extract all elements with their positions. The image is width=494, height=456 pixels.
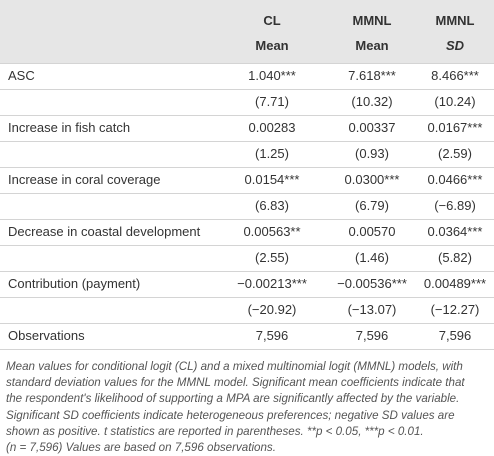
cell: (7.71) <box>255 94 289 109</box>
footnote-line: Mean values for conditional logit (CL) a… <box>6 360 463 373</box>
cell: 0.00283 <box>248 120 296 135</box>
cell: (−12.27) <box>430 302 480 317</box>
cell: (6.79) <box>355 198 389 213</box>
cell: (2.55) <box>255 250 289 265</box>
cell: 7,596 <box>255 328 289 343</box>
cell: (−6.89) <box>434 198 476 213</box>
footnote-line: (n = 7,596) Values are based on 7,596 ob… <box>6 441 276 454</box>
cell: 7.618*** <box>348 68 396 83</box>
row-divider <box>0 167 494 168</box>
row-divider <box>0 271 494 272</box>
header-cell: Mean <box>355 38 389 53</box>
table-bottom <box>0 349 494 350</box>
row-divider <box>0 245 494 246</box>
cell: 0.0364*** <box>427 224 483 239</box>
row-label: Contribution (payment) <box>8 276 141 291</box>
cell: (−20.92) <box>247 302 297 317</box>
row-divider <box>0 219 494 220</box>
header-cell: Mean <box>255 38 289 53</box>
cell: 8.466*** <box>431 68 479 83</box>
cell: 0.0154*** <box>244 172 300 187</box>
cell: (1.46) <box>355 250 389 265</box>
row-label: Decrease in coastal development <box>8 224 201 239</box>
row-label: ASC <box>8 68 35 83</box>
row-divider <box>0 115 494 116</box>
row-divider <box>0 193 494 194</box>
row-divider <box>0 89 494 90</box>
cell: 0.0466*** <box>427 172 483 187</box>
footnote-line: shown as positive. t statistics are repo… <box>6 424 424 438</box>
cell: 0.0300*** <box>344 172 400 187</box>
cell: −0.00536*** <box>337 276 407 291</box>
footnote-line: Significant SD coefficients indicate het… <box>6 408 455 422</box>
row-label: Increase in coral coverage <box>8 172 161 187</box>
header-cell: SD <box>445 38 465 53</box>
cell: (6.83) <box>255 198 289 213</box>
cell: (1.25) <box>255 146 289 161</box>
cell: 0.00563** <box>243 224 301 239</box>
row-divider <box>0 323 494 324</box>
cell: 0.00570 <box>348 224 396 239</box>
table-header <box>0 0 494 63</box>
cell: −0.00213*** <box>237 276 307 291</box>
footnote-line: the respondent's likelihood of supportin… <box>6 392 460 406</box>
row-divider <box>0 141 494 142</box>
cell: (5.82) <box>438 250 472 265</box>
header-cell: MMNL <box>352 13 392 28</box>
row-label: Observations <box>8 328 85 343</box>
footnote-line: standard deviation values for the MMNL m… <box>6 376 465 390</box>
cell: (−13.07) <box>347 302 397 317</box>
row-divider <box>0 63 494 64</box>
cell: (10.24) <box>434 94 476 109</box>
row-divider <box>0 297 494 298</box>
cell: (0.93) <box>355 146 389 161</box>
cell: 7,596 <box>355 328 389 343</box>
cell: 7,596 <box>438 328 472 343</box>
cell: 0.00337 <box>348 120 396 135</box>
cell: (2.59) <box>438 146 472 161</box>
cell: 1.040*** <box>248 68 296 83</box>
header-cell: MMNL <box>435 13 475 28</box>
cell: (10.32) <box>351 94 393 109</box>
row-label: Increase in fish catch <box>8 120 131 135</box>
header-cell: CL <box>263 13 281 28</box>
cell: 0.0167*** <box>427 120 483 135</box>
cell: 0.00489*** <box>423 276 487 291</box>
